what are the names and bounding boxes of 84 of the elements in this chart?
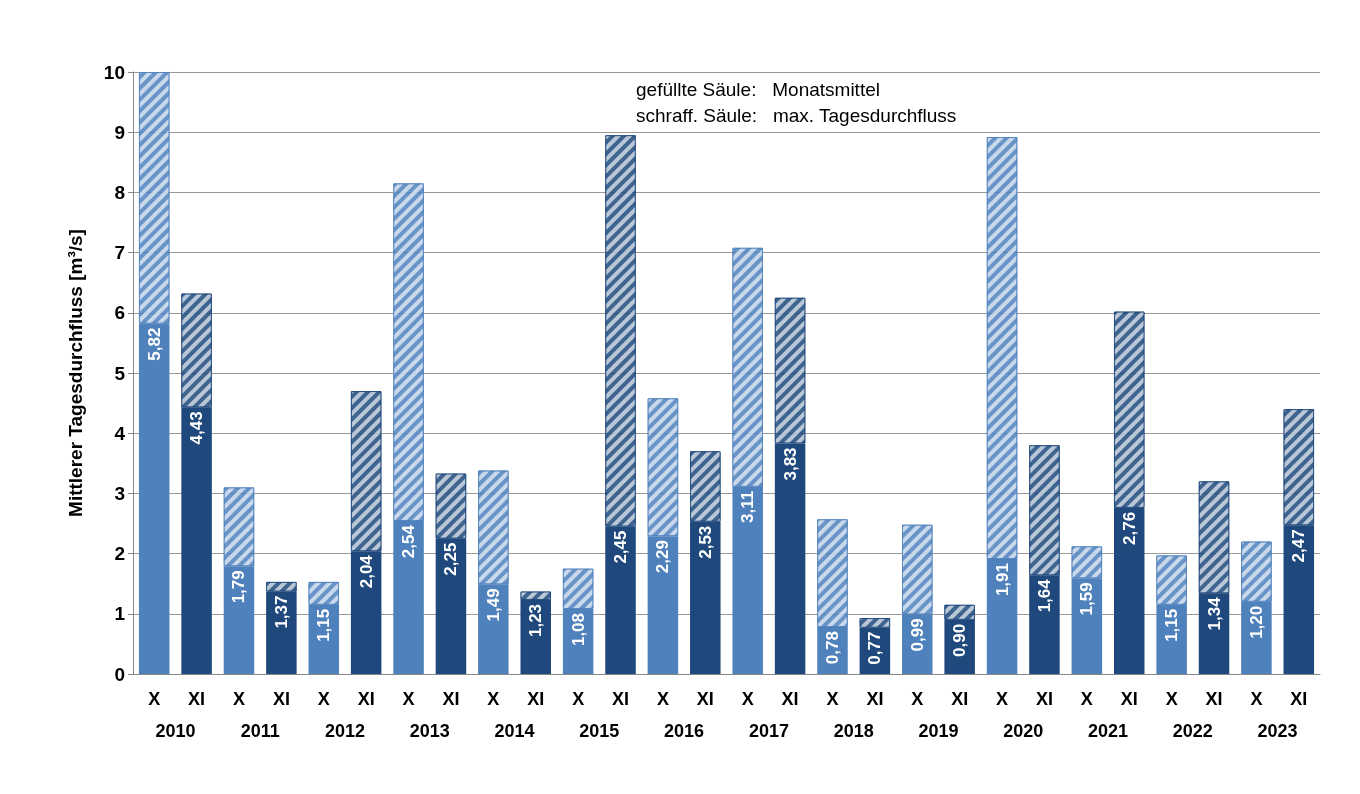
x-tick-label: XI (357, 689, 375, 709)
text: 2014 (494, 721, 535, 741)
text: 2016 (664, 721, 705, 741)
data-label: 1,49 (483, 588, 503, 622)
data-label: 0,99 (907, 618, 927, 652)
data-label: 0,78 (822, 631, 842, 665)
data-label: 0,77 (865, 631, 885, 665)
x-tick-label: XI (527, 689, 545, 709)
data-label: 2,04 (356, 554, 376, 589)
data-label: 5,82 (144, 327, 164, 361)
data-label: 1,15 (314, 608, 334, 642)
text: 2015 (579, 721, 620, 741)
data-label: 2,53 (695, 525, 715, 559)
text: 2010 (155, 721, 196, 741)
data-label: 1,59 (1077, 582, 1097, 616)
y-tick-label: 4 (114, 422, 126, 444)
x-tick-label: X (1080, 689, 1093, 709)
x-tick-label: X (148, 689, 161, 709)
data-label: 1,79 (229, 570, 249, 604)
x-tick-label: X (1250, 689, 1263, 709)
data-label: 1,37 (271, 595, 291, 629)
y-tick-label: 8 (114, 181, 125, 203)
x-tick-label: X (572, 689, 585, 709)
text: 2018 (833, 721, 874, 741)
text: 2021 (1088, 721, 1129, 741)
data-label: 4,43 (187, 411, 207, 445)
x-tick-label: X (317, 689, 330, 709)
data-label: 1,15 (1162, 608, 1182, 642)
y-tick-label: 1 (114, 603, 126, 625)
x-tick-label: XI (1035, 689, 1053, 709)
x-tick-label: X (911, 689, 924, 709)
y-tick-label: 7 (114, 242, 125, 264)
data-label: 1,23 (526, 603, 546, 638)
data-label: 2,45 (611, 530, 631, 564)
x-tick-label: X (741, 689, 754, 709)
data-label: 2,29 (653, 540, 673, 574)
x-tick-label: XI (696, 689, 714, 709)
y-tick-label: 10 (103, 61, 125, 83)
data-label: 2,76 (1119, 511, 1139, 545)
text: 2013 (409, 721, 450, 741)
data-label: 1,64 (1034, 578, 1054, 613)
x-tick-label: X (1165, 689, 1178, 709)
text: 2020 (1003, 721, 1044, 741)
x-tick-label: XI (612, 689, 630, 709)
data-label: 1,08 (568, 612, 588, 647)
x-tick-label: XI (1120, 689, 1138, 709)
data-label: 2,54 (399, 524, 419, 559)
text: 2017 (748, 721, 789, 741)
x-tick-label: X (656, 689, 669, 709)
x-tick-label: XI (951, 689, 969, 709)
data-label: 2,25 (441, 542, 461, 576)
y-axis-title: Mittlerer Tagesdurchfluss [m³/s] (65, 229, 86, 517)
text: 2011 (240, 721, 280, 741)
y-tick-label: 9 (114, 121, 125, 143)
text: 2012 (324, 721, 365, 741)
data-label: 3,11 (738, 490, 758, 523)
x-tick-label: X (487, 689, 500, 709)
data-label: 0,90 (950, 623, 970, 657)
x-tick-label: XI (781, 689, 799, 709)
annotation: gefüllte Säule: Monatsmittel (636, 79, 880, 100)
data-label: 1,20 (1246, 605, 1266, 639)
text: 2023 (1257, 721, 1298, 741)
x-tick-label: XI (1205, 689, 1223, 709)
x-tick-label: X (232, 689, 245, 709)
x-tick-label: X (402, 689, 415, 709)
text: 2022 (1172, 721, 1213, 741)
data-label: 1,34 (1204, 596, 1224, 631)
annotation: schraff. Säule: max. Tagesdurchfluss (636, 105, 957, 126)
data-label: 2,47 (1289, 529, 1309, 563)
y-tick-label: 0 (114, 663, 125, 685)
x-tick-label: XI (442, 689, 460, 709)
text: 2019 (918, 721, 959, 741)
y-tick-label: 5 (114, 362, 126, 384)
y-tick-label: 3 (114, 482, 125, 504)
y-tick-label: 6 (114, 302, 125, 324)
x-tick-label: XI (272, 689, 290, 709)
x-tick-label: XI (1290, 689, 1308, 709)
y-tick-label: 2 (114, 543, 125, 565)
x-tick-label: XI (188, 689, 206, 709)
x-tick-label: X (826, 689, 839, 709)
data-label: 3,83 (780, 447, 800, 481)
x-tick-label: X (996, 689, 1009, 709)
data-label: 1,91 (992, 563, 1012, 597)
x-tick-label: XI (866, 689, 884, 709)
